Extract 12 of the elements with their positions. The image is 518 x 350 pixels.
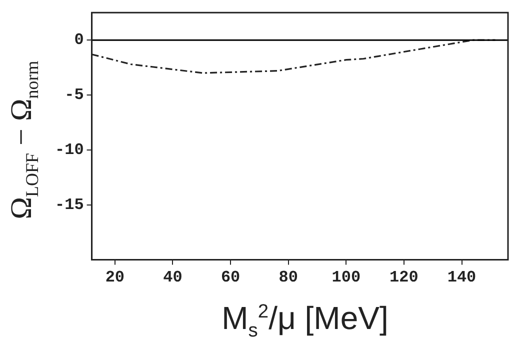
x-tick-label: 20 bbox=[105, 268, 125, 286]
x-tick-label: 140 bbox=[447, 268, 476, 286]
y-tick-label: -5 bbox=[64, 86, 84, 104]
x-tick-label: 80 bbox=[278, 268, 298, 286]
x-tick-label: 40 bbox=[163, 268, 182, 286]
x-tick-label: 120 bbox=[390, 268, 418, 286]
y-tick-label: -15 bbox=[54, 196, 84, 214]
y-tick-label: 0 bbox=[74, 31, 84, 50]
x-tick-label: 60 bbox=[220, 268, 240, 286]
y-tick-label: -10 bbox=[54, 140, 84, 159]
x-tick-label: 100 bbox=[332, 268, 361, 286]
x-axis-title: M$_{s}$$^{2}$/μ [MeV] bbox=[220, 300, 390, 342]
